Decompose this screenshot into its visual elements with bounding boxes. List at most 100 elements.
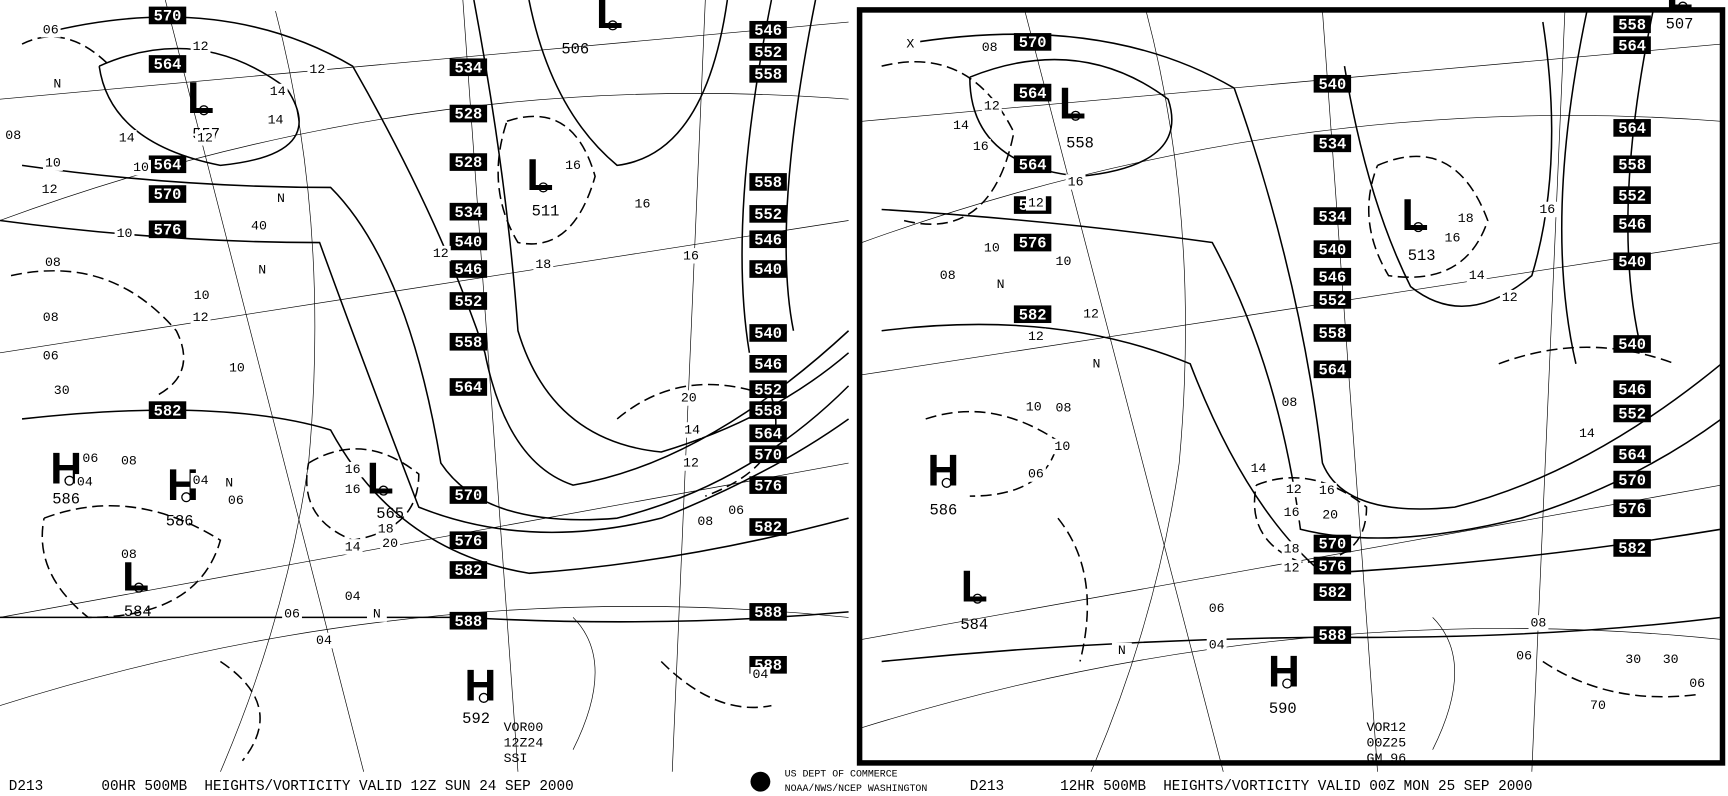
contour-label-bg <box>42 254 63 271</box>
height-label-box <box>1613 539 1651 557</box>
contour-label: 18 <box>535 257 551 272</box>
contour-label: 08 <box>982 40 998 55</box>
height-label: 546 <box>1618 381 1646 399</box>
center-marker <box>478 692 489 703</box>
contour-label: 08 <box>697 514 713 529</box>
contour-label-bg <box>195 130 215 146</box>
contour-label-bg <box>900 36 921 52</box>
contour-label: 08 <box>121 453 137 468</box>
contour-label-bg <box>267 83 288 100</box>
height-label: 540 <box>754 261 782 279</box>
height-label: 546 <box>754 22 782 40</box>
contour-label: 08 <box>43 310 59 325</box>
stamp-line: VOR00 <box>504 720 544 735</box>
vorticity-contours <box>10 36 1698 762</box>
height-label-box <box>749 42 787 61</box>
contour-label: 10 <box>45 156 61 171</box>
contour-label: 14 <box>1469 268 1485 283</box>
height-label: 564 <box>454 379 482 397</box>
contour-label: 16 <box>1319 483 1335 498</box>
contour-label-bg <box>51 382 72 398</box>
height-label-box <box>449 486 488 504</box>
contour-label: 12 <box>193 310 209 325</box>
contour-label: 10 <box>229 361 245 376</box>
contour-label: 08 <box>940 268 956 283</box>
contour-label-bg <box>131 159 151 176</box>
pressure-center: L <box>1059 80 1086 129</box>
panel-frame <box>856 7 1726 766</box>
height-label: 576 <box>1019 235 1047 253</box>
contour-label: 14 <box>119 130 135 145</box>
height-label-box <box>1613 445 1651 464</box>
height-label-box <box>749 518 787 536</box>
contour-label: 20 <box>382 536 398 551</box>
height-label-box <box>1613 404 1651 423</box>
height-label: 570 <box>754 446 782 464</box>
height-label-box <box>1613 186 1651 204</box>
center-marker <box>198 105 209 116</box>
contour-label-bg <box>1514 648 1535 664</box>
height-label: 582 <box>1019 306 1047 324</box>
contour-label: 16 <box>345 462 361 477</box>
height-label-box <box>1613 470 1651 489</box>
height-label-box <box>148 401 187 419</box>
contour-label: 40 <box>251 219 267 234</box>
contour-label: 16 <box>1445 231 1461 246</box>
contour-label-bg <box>1279 394 1300 411</box>
height-label: 564 <box>1318 362 1346 380</box>
contour-label: 12 <box>683 456 699 471</box>
pressure-center: L <box>527 151 554 200</box>
height-label-box <box>749 445 787 464</box>
center-value: 506 <box>561 41 589 59</box>
agency-line: NOAA/NWS/NCEP WASHINGTON <box>785 783 928 794</box>
contour-label: 04 <box>752 667 768 682</box>
height-label-box <box>1313 74 1352 93</box>
height-label: 552 <box>754 381 782 399</box>
contour-label: 14 <box>1579 426 1595 441</box>
height-label: 558 <box>1618 156 1646 174</box>
contour-label: 14 <box>1251 461 1267 476</box>
height-label-box <box>148 6 187 25</box>
height-label: 528 <box>454 154 482 172</box>
contour-label: 10 <box>1054 439 1070 454</box>
contour-label: N <box>1118 643 1126 658</box>
height-label-box <box>449 58 488 77</box>
contour-label: 30 <box>54 383 70 398</box>
height-label: 582 <box>1318 584 1346 602</box>
center-value: 590 <box>1269 700 1297 718</box>
contour-label: 08 <box>1281 395 1297 410</box>
height-label-box <box>749 424 787 443</box>
contour-label: 16 <box>973 139 989 154</box>
contour-label: 10 <box>984 241 1000 256</box>
contour-label-bg <box>1206 600 1227 617</box>
contour-label: 12 <box>1284 560 1300 575</box>
height-label: 534 <box>1318 208 1346 226</box>
contour-label: 08 <box>45 255 61 270</box>
height-label: 588 <box>454 613 482 631</box>
contour-label-bg <box>191 287 212 304</box>
contour-label-bg <box>533 256 554 273</box>
height-label: 570 <box>1618 472 1646 490</box>
center-value: 586 <box>929 502 957 520</box>
contour-label: 14 <box>268 113 284 128</box>
height-label: 558 <box>1318 325 1346 343</box>
height-label: 552 <box>754 44 782 62</box>
height-label: 546 <box>1618 216 1646 234</box>
contour-label-bg <box>1026 328 1046 344</box>
contour-label-bg <box>682 422 702 438</box>
pressure-center: L <box>1402 191 1429 240</box>
center-marker <box>378 485 389 496</box>
contour-label-bg <box>1283 481 1304 498</box>
contour-label-bg <box>1537 201 1558 218</box>
contour-label: 06 <box>728 503 744 518</box>
height-label: 558 <box>754 174 782 192</box>
contour-label: 08 <box>1531 615 1547 630</box>
contour-label: 12 <box>1286 482 1302 497</box>
contour-label: 04 <box>193 473 209 488</box>
contour-label: 16 <box>565 158 581 173</box>
height-label: 576 <box>754 477 782 495</box>
contour-label: 16 <box>635 196 651 211</box>
contour-label: N <box>225 475 233 490</box>
height-label: 570 <box>154 8 182 26</box>
pressure-center: L <box>961 562 988 611</box>
